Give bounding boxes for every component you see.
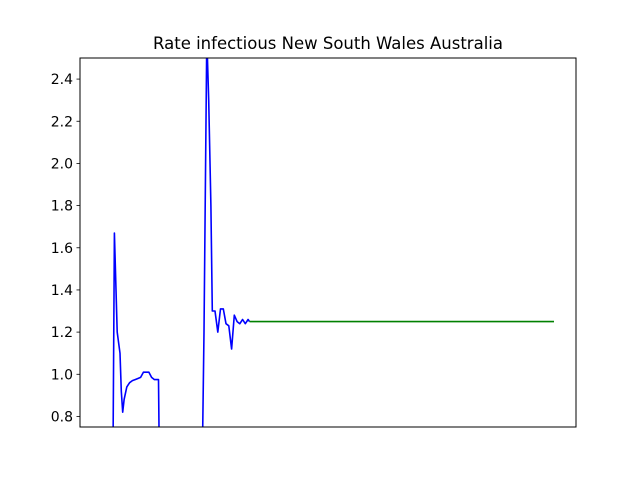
y-axis: 0.8 1.0 1.2 1.4 1.6 1.8 2.0 2.2 2.4: [51, 72, 80, 425]
y-tick-label: 1.6: [51, 241, 73, 257]
y-tick-label: 2.0: [51, 156, 73, 172]
y-tick-label: 1.4: [51, 283, 73, 299]
y-tick-label: 1.2: [51, 325, 73, 341]
y-tick-label: 1.0: [51, 367, 73, 383]
chart-title: Rate infectious New South Wales Australi…: [153, 34, 503, 53]
series-line-1: [112, 232, 160, 427]
plot-frame: [79, 57, 577, 428]
series-line-2: [201, 58, 251, 427]
y-tick-label: 0.8: [51, 409, 73, 425]
y-tick-label: 2.4: [51, 72, 73, 88]
y-tick-label: 2.2: [51, 114, 73, 130]
plot-area: [112, 58, 554, 427]
y-tick-label: 1.8: [51, 199, 73, 215]
